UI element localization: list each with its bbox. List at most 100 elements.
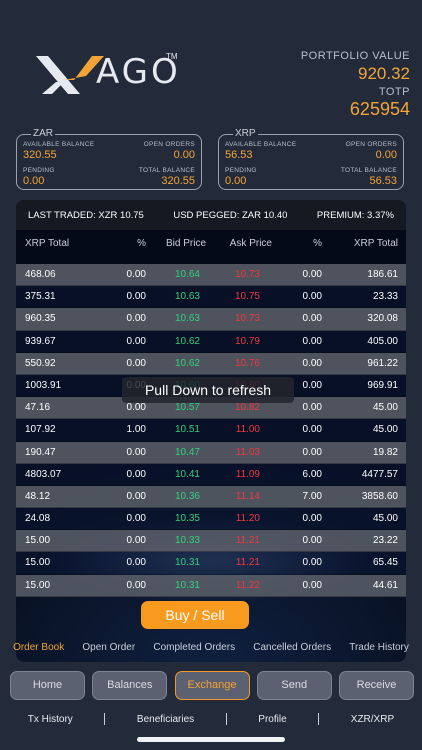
pending: 0.00 <box>23 175 45 187</box>
open-orders-label: OPEN ORDERS <box>345 141 397 148</box>
bid-xrp-total: 15.00 <box>25 579 51 591</box>
open-orders-label: OPEN ORDERS <box>143 141 195 148</box>
xrp-balance-card: XRP AVAILABLE BALANCE 56.53 OPEN ORDERS … <box>218 128 404 190</box>
pending-label: PENDING <box>23 167 55 174</box>
logo-x-icon <box>36 56 104 94</box>
nav-exchange-button[interactable]: Exchange <box>174 671 250 700</box>
nav-home-button[interactable]: Home <box>10 671 85 700</box>
bid-percent: 0.00 <box>126 402 146 414</box>
table-row[interactable]: 24.08 0.00 10.35 11.20 0.00 45.00 <box>16 508 406 531</box>
home-indicator <box>137 737 285 742</box>
tab-cancelled-orders[interactable]: Cancelled Orders <box>253 642 332 653</box>
ask-percent: 0.00 <box>302 357 322 369</box>
totp-value: 625954 <box>349 99 410 119</box>
total-balance-label: TOTAL BALANCE <box>340 167 397 174</box>
table-row[interactable]: 550.92 0.00 10.62 10.76 0.00 961.22 <box>16 352 406 375</box>
main-nav: Home Balances Exchange Send Receive <box>10 671 414 700</box>
ask-price: 11.00 <box>235 424 260 436</box>
col-bid-price: Bid Price <box>165 238 206 249</box>
zar-balance-card: ZAR AVAILABLE BALANCE 320.55 OPEN ORDERS… <box>16 128 202 190</box>
table-row[interactable]: 15.00 0.00 10.31 11.21 0.00 65.45 <box>16 552 406 575</box>
bid-price: 10.64 <box>174 269 200 280</box>
ask-xrp-total: 23.33 <box>372 291 398 303</box>
tab-completed-orders[interactable]: Completed Orders <box>153 642 236 653</box>
table-row[interactable]: 47.16 0.00 10.57 10.82 0.00 45.00 <box>16 397 406 420</box>
table-row[interactable]: 107.92 1.00 10.51 11.00 0.00 45.00 <box>16 419 406 442</box>
bid-xrp-total: 107.92 <box>25 424 56 436</box>
pending: 0.00 <box>225 175 247 187</box>
divider <box>318 713 320 725</box>
table-row[interactable]: 48.12 0.00 10.36 11.14 7.00 3858.60 <box>16 485 406 509</box>
ask-percent: 0.00 <box>302 535 322 547</box>
ask-price: 11.20 <box>235 513 260 525</box>
link-xzr-xrp[interactable]: XZR/XRP <box>350 713 395 725</box>
available-balance: 320.55 <box>23 149 57 161</box>
link-tx-history[interactable]: Tx History <box>27 713 73 725</box>
ask-price: 11.03 <box>235 446 260 458</box>
ask-price: 10.82 <box>234 402 260 414</box>
bid-percent: 0.00 <box>126 313 146 325</box>
ask-price: 11.22 <box>235 579 260 591</box>
bid-percent: 0.00 <box>126 468 146 480</box>
ask-xrp-total: 44.61 <box>372 579 398 591</box>
total-balance: 320.55 <box>161 175 195 187</box>
table-row[interactable]: 939.67 0.00 10.62 10.79 0.00 405.00 <box>16 330 406 353</box>
link-beneficiaries[interactable]: Beneficiaries <box>136 713 195 725</box>
logo-tm: TM <box>166 52 178 61</box>
col-ask-percent: % <box>313 238 322 249</box>
pending-label: PENDING <box>225 167 257 174</box>
ask-price: 11.14 <box>235 490 260 502</box>
buy-sell-button[interactable]: Buy / Sell <box>141 601 249 629</box>
tab-trade-history[interactable]: Trade History <box>349 642 409 653</box>
bid-xrp-total: 375.31 <box>25 291 56 303</box>
bid-price: 10.57 <box>174 402 200 414</box>
table-row[interactable]: 375.31 0.00 10.63 10.75 0.00 23.33 <box>16 286 406 309</box>
totp-label: TOTP <box>378 86 410 98</box>
ask-xrp-total: 19.82 <box>372 446 398 458</box>
tab-order-book[interactable]: Order Book <box>13 642 65 653</box>
order-book-rows[interactable]: 468.06 0.00 10.64 10.73 0.00 186.61 375.31 0.00… <box>16 264 406 597</box>
bid-percent: 0.00 <box>126 357 146 369</box>
ask-price: 10.76 <box>234 357 260 369</box>
order-tabs: Order Book Open Order Completed Orders C… <box>0 642 422 653</box>
bid-price: 10.33 <box>174 535 200 547</box>
bid-price: 10.62 <box>174 357 200 369</box>
total-balance-label: TOTAL BALANCE <box>138 167 195 174</box>
nav-receive-button[interactable]: Receive <box>339 671 414 700</box>
ask-price: 11.21 <box>235 535 260 547</box>
link-profile[interactable]: Profile <box>258 713 287 725</box>
bid-price: 10.62 <box>174 335 200 347</box>
nav-balances-button[interactable]: Balances <box>92 671 168 700</box>
nav-send-button[interactable]: Send <box>256 671 332 700</box>
ask-xrp-total: 320.08 <box>367 313 398 325</box>
table-row[interactable]: 960.35 0.00 10.63 10.73 0.00 320.08 <box>16 308 406 331</box>
ask-percent: 0.00 <box>302 335 322 347</box>
bid-price: 10.63 <box>174 313 200 325</box>
bid-price: 10.31 <box>174 557 200 569</box>
tab-open-order[interactable]: Open Order <box>82 642 136 653</box>
bid-percent: 0.00 <box>126 535 146 547</box>
ask-price: 10.79 <box>234 335 260 347</box>
table-row[interactable]: 4803.07 0.00 10.41 11.09 6.00 4477.57 <box>16 463 406 486</box>
portfolio-value: 920.32 <box>358 64 410 83</box>
table-row[interactable]: 190.47 0.00 10.47 11.03 0.00 19.82 <box>16 441 406 464</box>
ask-xrp-total: 969.91 <box>367 379 398 391</box>
bid-xrp-total: 47.16 <box>25 402 51 414</box>
ask-price: 10.73 <box>234 313 260 325</box>
order-book-panel[interactable]: LAST TRADED: XZR 10.75 USD PEGGED: ZAR 1… <box>16 200 406 662</box>
bid-xrp-total: 190.47 <box>25 446 56 458</box>
table-row[interactable]: 15.00 0.00 10.33 11.21 0.00 23.22 <box>16 530 406 553</box>
open-orders: 0.00 <box>173 149 195 161</box>
bid-xrp-total: 960.35 <box>25 313 56 325</box>
table-row[interactable]: 468.06 0.00 10.64 10.73 0.00 186.61 <box>16 264 406 287</box>
available-balance-label: AVAILABLE BALANCE <box>225 141 297 148</box>
bid-xrp-total: 468.06 <box>25 269 56 280</box>
ask-percent: 0.00 <box>302 424 322 436</box>
ask-xrp-total: 65.45 <box>372 557 398 569</box>
ask-xrp-total: 961.22 <box>367 357 398 369</box>
bid-xrp-total: 550.92 <box>25 357 56 369</box>
ask-price: 11.09 <box>235 468 260 480</box>
ask-percent: 0.00 <box>302 579 322 591</box>
ask-price: 10.75 <box>234 291 260 303</box>
table-row[interactable]: 15.00 0.00 10.31 11.22 0.00 44.61 <box>16 574 406 597</box>
